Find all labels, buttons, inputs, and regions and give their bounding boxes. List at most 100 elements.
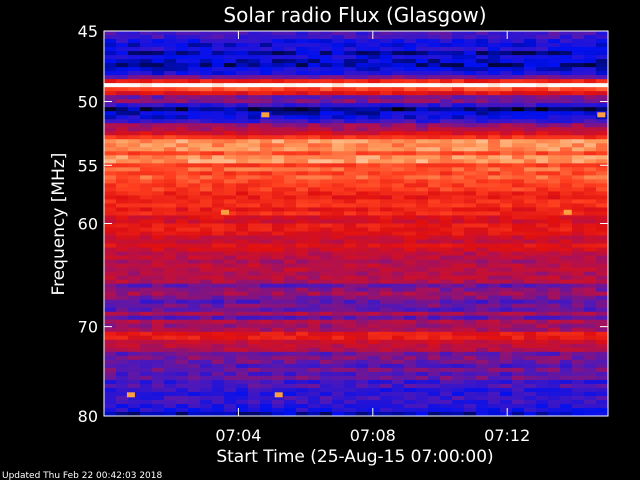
spectrogram-cell [236, 299, 249, 305]
spectrogram-cell [260, 151, 273, 156]
spectrogram-cell [104, 39, 117, 44]
spectrogram-cell [572, 335, 585, 341]
spectrogram-cell [248, 327, 261, 333]
spectrogram-cell [104, 411, 117, 417]
spectrogram-cell [212, 295, 225, 301]
spectrogram-cell [404, 175, 417, 180]
spectrogram-cell [128, 95, 141, 100]
spectrogram-cell [176, 219, 189, 225]
spectrogram-cell [524, 319, 537, 325]
spectrogram-cell [128, 75, 141, 80]
spectrogram-cell [128, 263, 141, 269]
spectrogram-cell [152, 155, 165, 160]
spectrogram-cell [428, 59, 441, 64]
spectrogram-cell [548, 379, 561, 385]
spectrogram-cell [212, 271, 225, 277]
spectrogram-cell [260, 199, 273, 205]
spectrogram-cell [308, 183, 321, 189]
spectrogram-cell [536, 351, 549, 357]
spectrogram-cell [284, 103, 297, 108]
spectrogram-cell [572, 111, 585, 116]
spectrogram-cell [284, 123, 297, 128]
spectrogram-cell [428, 331, 441, 337]
spectrogram-cell [152, 43, 165, 48]
spectrogram-cell [464, 51, 477, 56]
spectrogram-cell [464, 123, 477, 128]
spectrogram-cell [308, 71, 321, 76]
spectrogram-cell [128, 187, 141, 193]
spectrogram-cell [308, 151, 321, 156]
spectrogram-cell [596, 227, 609, 233]
spectrogram-cell [236, 215, 249, 221]
spectrogram-cell [476, 211, 489, 217]
spectrogram-cell [248, 139, 261, 144]
spectrogram-cell [320, 263, 333, 269]
spectrogram-cell [200, 183, 213, 189]
spectrogram-cell [380, 243, 393, 249]
spectrogram-cell [476, 315, 489, 321]
spectrogram-cell [356, 199, 369, 205]
spectrogram-cell [584, 271, 597, 277]
spectrogram-cell [380, 35, 393, 40]
spectrogram-cell [260, 327, 273, 333]
spectrogram-cell [548, 147, 561, 152]
spectrogram-cell [512, 55, 525, 60]
spectrogram-cell [188, 171, 201, 176]
spectrogram-cell [212, 275, 225, 281]
spectrogram-cell [260, 91, 273, 96]
spectrogram-cell [368, 411, 381, 417]
spectrogram-cell [164, 51, 177, 56]
spectrogram-cell [272, 83, 285, 88]
spectrogram-cell [224, 379, 237, 385]
spectrogram-cell [392, 39, 405, 44]
spectrogram-cell [476, 279, 489, 285]
spectrogram-cell [332, 323, 345, 329]
spectrogram-cell [416, 319, 429, 325]
spectrogram-cell [272, 399, 285, 405]
spectrogram-cell [188, 87, 201, 92]
spectrogram-cell [176, 239, 189, 245]
spectrogram-cell [524, 83, 537, 88]
spectrogram-cell [524, 59, 537, 64]
spectrogram-cell [356, 43, 369, 48]
spectrogram-cell [596, 383, 609, 389]
spectrogram-cell [476, 335, 489, 341]
spectrogram-cell [440, 127, 453, 132]
spectrogram-cell [140, 179, 153, 184]
spectrogram-cell [200, 167, 213, 172]
spectrogram-cell [308, 143, 321, 148]
spectrogram-cell [584, 123, 597, 128]
spectrogram-cell [500, 123, 513, 128]
spectrogram-cell [296, 203, 309, 209]
spectrogram-cell [536, 151, 549, 156]
spectrogram-cell [176, 171, 189, 176]
spectrogram-cell [512, 339, 525, 345]
spectrogram-cell [356, 391, 369, 397]
spectrogram-cell [236, 335, 249, 341]
spectrogram-cell [536, 371, 549, 377]
spectrogram-cell [260, 155, 273, 160]
spectrogram-cell [116, 355, 129, 361]
spectrogram-cell [428, 391, 441, 397]
spectrogram-cell [476, 291, 489, 297]
spectrogram-cell [416, 75, 429, 80]
spectrogram-cell [356, 339, 369, 345]
spectrogram-cell [404, 43, 417, 48]
spectrogram-cell [572, 295, 585, 301]
spectrogram-cell [488, 375, 501, 381]
spectrogram-cell [560, 371, 573, 377]
spectrogram-cell [188, 411, 201, 417]
spectrogram-cell [512, 71, 525, 76]
spectrogram-cell [320, 135, 333, 140]
spectrogram-cell [332, 387, 345, 393]
spectrogram-cell [584, 335, 597, 341]
spectrogram-cell [440, 167, 453, 172]
spectrogram-cell [272, 175, 285, 180]
spectrogram-cell [368, 119, 381, 124]
spectrogram-cell [332, 271, 345, 277]
spectrogram-cell [428, 315, 441, 321]
spectrogram-cell [392, 263, 405, 269]
spectrogram-cell [476, 171, 489, 176]
spectrogram-cell [236, 75, 249, 80]
spectrogram-cell [152, 311, 165, 317]
